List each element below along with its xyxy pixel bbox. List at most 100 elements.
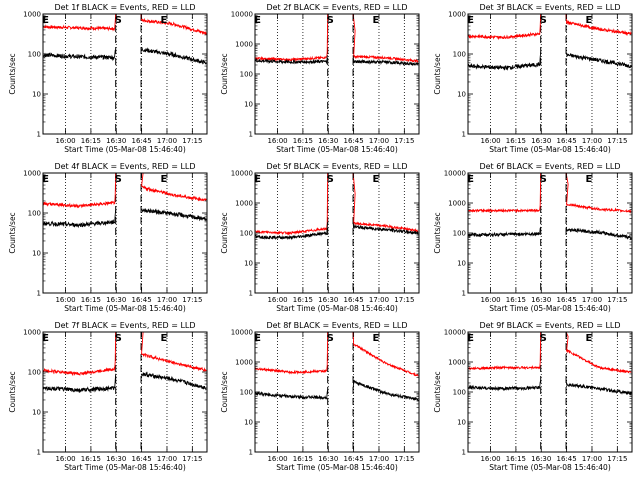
x-tick-label: 16:30 [531, 296, 551, 304]
x-tick-label: 16:00 [55, 137, 75, 145]
x-tick-label: 16:30 [531, 455, 551, 463]
x-tick-label: 16:00 [55, 296, 75, 304]
y-tick-label: 100 [240, 389, 253, 397]
events-series-post [140, 46, 207, 65]
x-tick-label: 16:15 [81, 296, 101, 304]
x-tick-label: 16:00 [480, 296, 500, 304]
events-series-post [565, 52, 632, 69]
lld-series-post [141, 332, 207, 372]
y-tick-label: 1000 [23, 170, 41, 178]
y-tick-label: 1 [249, 131, 253, 139]
x-axis-label: Start Time (05-Mar-08 15:46:40) [64, 145, 186, 154]
marker-e: E [585, 174, 592, 185]
y-tick-label: 10 [32, 409, 41, 417]
x-tick-label: 17:15 [394, 296, 414, 304]
lld-series-pre [468, 173, 542, 214]
x-tick-label: 17:15 [182, 455, 202, 463]
marker-e: E [160, 333, 167, 344]
events-series-post [140, 208, 207, 222]
y-tick-label: 100 [28, 210, 41, 218]
lld-series-pre [255, 14, 329, 63]
x-tick-label: 17:00 [369, 137, 389, 145]
marker-e: E [42, 15, 49, 26]
x-tick-label: 17:15 [607, 296, 627, 304]
y-tick-label: 1 [462, 290, 466, 298]
x-tick-label: 16:45 [344, 296, 364, 304]
panel-title: Det 5f BLACK = Events, RED = LLD [266, 162, 407, 171]
y-tick-label: 10 [457, 91, 466, 99]
marker-s: S [115, 15, 122, 26]
x-tick-label: 17:00 [157, 137, 177, 145]
x-tick-label: 17:15 [182, 137, 202, 145]
x-tick-label: 16:15 [506, 455, 526, 463]
plot-frame [467, 13, 633, 135]
lld-series-pre [43, 332, 117, 377]
lld-series-post [352, 332, 419, 377]
panel-title: Det 8f BLACK = Events, RED = LLD [266, 321, 407, 330]
x-tick-label: 17:00 [369, 296, 389, 304]
x-tick-label: 16:45 [557, 296, 577, 304]
det-panel-4: Det 4f BLACK = Events, RED = LLD 1 10 100 10… [8, 162, 208, 313]
panel-title: Det 7f BLACK = Events, RED = LLD [54, 321, 195, 330]
x-tick-label: 17:15 [394, 137, 414, 145]
x-tick-label: 16:15 [293, 296, 313, 304]
y-tick-label: 10 [244, 101, 253, 109]
y-axis-label: Counts/sec [220, 212, 229, 253]
plot-frame [467, 331, 633, 453]
y-tick-label: 1000 [23, 11, 41, 19]
lld-series-post [565, 173, 632, 214]
x-tick-label: 17:15 [182, 296, 202, 304]
y-tick-label: 10 [32, 91, 41, 99]
lld-series-pre [255, 332, 329, 375]
events-series-pre [255, 55, 329, 65]
x-tick-label: 16:45 [344, 455, 364, 463]
x-tick-label: 16:15 [506, 296, 526, 304]
y-tick-label: 10 [32, 250, 41, 258]
marker-e: E [42, 174, 49, 185]
marker-e: E [585, 333, 592, 344]
marker-e: E [467, 333, 474, 344]
x-tick-label: 16:30 [106, 137, 126, 145]
x-axis-label: Start Time (05-Mar-08 15:46:40) [489, 145, 611, 154]
x-tick-label: 17:00 [369, 455, 389, 463]
det-panel-5: Det 5f BLACK = Events, RED = LLD 1 10 100 10… [220, 162, 420, 313]
x-tick-label: 16:00 [267, 455, 287, 463]
events-series-pre [468, 380, 542, 392]
x-tick-label: 17:15 [394, 455, 414, 463]
x-tick-label: 16:30 [318, 296, 338, 304]
y-tick-label: 1000 [448, 359, 466, 367]
x-tick-label: 17:15 [607, 455, 627, 463]
x-tick-label: 16:45 [557, 455, 577, 463]
y-tick-label: 1 [37, 449, 41, 457]
panel-title: Det 3f BLACK = Events, RED = LLD [479, 3, 620, 12]
det-panel-6: Det 6f BLACK = Events, RED = LLD 1 10 100 10… [433, 162, 633, 313]
y-tick-label: 10000 [444, 329, 466, 337]
marker-e: E [372, 174, 379, 185]
x-tick-label: 17:00 [582, 296, 602, 304]
marker-e: E [160, 15, 167, 26]
lld-series-pre [468, 14, 542, 41]
lld-series-post [565, 14, 632, 37]
marker-e: E [467, 15, 474, 26]
y-tick-label: 1 [37, 131, 41, 139]
events-series-post [352, 379, 419, 402]
x-axis-label: Start Time (05-Mar-08 15:46:40) [276, 145, 398, 154]
events-series-pre [255, 222, 329, 241]
marker-s: S [327, 15, 334, 26]
x-tick-label: 17:00 [582, 455, 602, 463]
y-tick-label: 100 [453, 230, 466, 238]
lld-series-pre [255, 173, 329, 236]
panel-title: Det 9f BLACK = Events, RED = LLD [479, 321, 620, 330]
x-tick-label: 17:00 [157, 455, 177, 463]
marker-e: E [254, 333, 261, 344]
x-tick-label: 16:45 [344, 137, 364, 145]
panel-title: Det 6f BLACK = Events, RED = LLD [479, 162, 620, 171]
events-series-pre [43, 49, 117, 62]
y-tick-label: 1 [37, 290, 41, 298]
marker-e: E [254, 15, 261, 26]
y-tick-label: 1000 [235, 200, 253, 208]
y-tick-label: 100 [28, 369, 41, 377]
y-axis-label: Counts/sec [433, 212, 442, 253]
x-tick-label: 16:45 [132, 137, 152, 145]
plot-frame [42, 13, 208, 135]
